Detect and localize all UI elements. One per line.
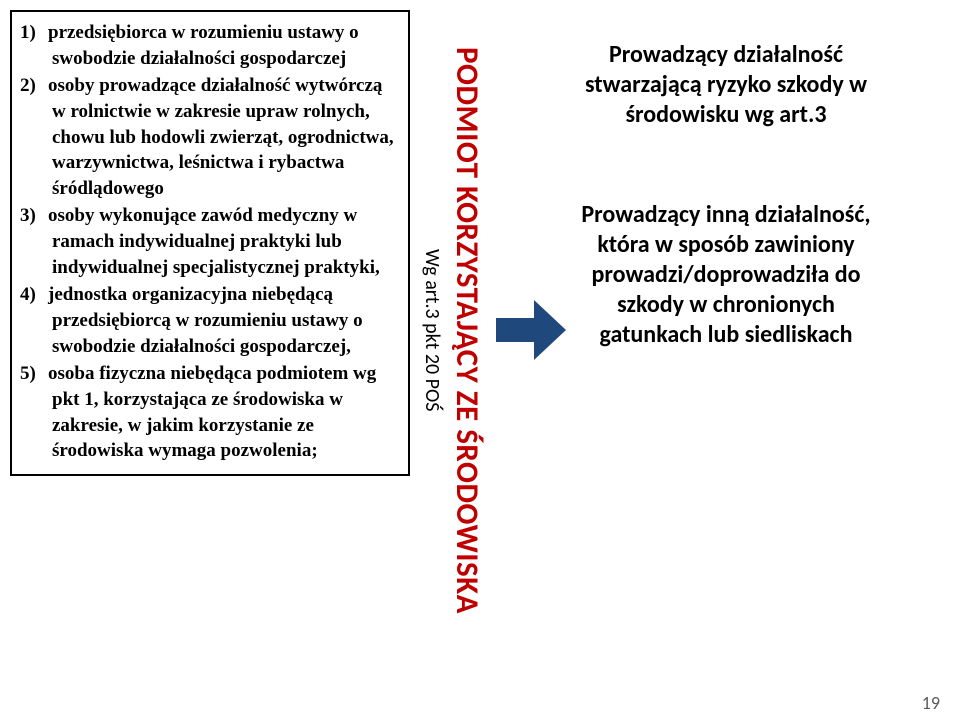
left-definition-box: przedsiębiorca w rozumieniu ustawy o swo… xyxy=(10,10,410,476)
arrow-right-icon xyxy=(496,300,566,360)
list-item: osoby prowadzące działalność wytwórczą w… xyxy=(20,73,394,201)
list-item: jednostka organizacyjna niebędącą przeds… xyxy=(20,282,394,359)
right-column: Prowadzący działalność stwarzającą ryzyk… xyxy=(576,10,876,350)
vertical-sub-label: Wg art.3 pkt 20 POŚ xyxy=(420,249,444,411)
slide-container: przedsiębiorca w rozumieniu ustawy o swo… xyxy=(10,10,950,714)
list-item: osoba fizyczna niebędąca podmiotem wg pk… xyxy=(20,361,394,464)
arrow-column xyxy=(496,10,566,650)
list-item: osoby wykonujące zawód medyczny w ramach… xyxy=(20,203,394,280)
right-box-bottom: Prowadzący inną działalność, która w spo… xyxy=(576,200,876,350)
page-number: 19 xyxy=(922,692,940,714)
right-box-top: Prowadzący działalność stwarzającą ryzyk… xyxy=(576,40,876,130)
definition-list: przedsiębiorca w rozumieniu ustawy o swo… xyxy=(20,20,394,464)
vertical-main-label: PODMIOT KORZYSTAJĄCY ZE ŚRODOWISKA xyxy=(448,47,486,614)
list-item: przedsiębiorca w rozumieniu ustawy o swo… xyxy=(20,20,394,71)
middle-vertical-labels: Wg art.3 pkt 20 POŚ PODMIOT KORZYSTAJĄCY… xyxy=(420,10,486,650)
